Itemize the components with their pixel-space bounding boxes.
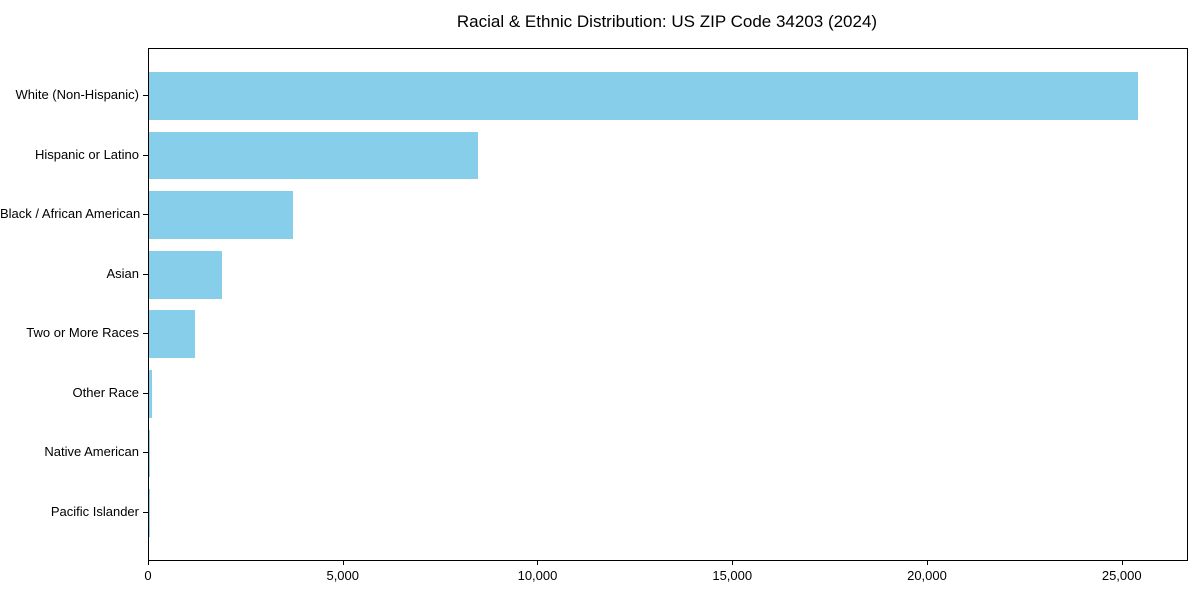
y-axis-tick: [143, 452, 148, 454]
y-axis-label: White (Non-Hispanic): [15, 87, 139, 103]
y-axis-tick: [143, 214, 148, 216]
x-axis-tick-label: 20,000: [907, 568, 947, 583]
y-axis-tick: [143, 95, 148, 97]
x-axis-tick: [342, 560, 344, 565]
y-axis-label: Other Race: [72, 384, 139, 400]
x-axis-tick: [732, 560, 734, 565]
plot-area: [148, 48, 1188, 561]
y-axis-tick: [143, 154, 148, 156]
x-axis-tick-label: 15,000: [712, 568, 753, 583]
x-axis-tick: [148, 560, 149, 565]
y-axis-label: Two or More Races: [26, 325, 139, 341]
y-axis-label: Asian: [106, 265, 139, 281]
x-axis-tick-label: 0: [144, 568, 152, 583]
bar-other-race: [149, 370, 152, 418]
y-axis-tick: [143, 392, 148, 394]
y-axis-tick: [143, 273, 148, 275]
bar-hispanic-or-latino: [149, 131, 479, 180]
bar-white-non-hispanic: [149, 72, 1139, 120]
bar-native-american: [149, 429, 150, 478]
y-axis-tick: [143, 333, 148, 335]
y-axis-label: Hispanic or Latino: [34, 146, 139, 162]
x-axis-tick-label: 5,000: [326, 568, 360, 583]
x-axis-tick-label: 25,000: [1101, 568, 1142, 583]
y-axis-label: Native American: [44, 444, 139, 460]
chart-title: Racial & Ethnic Distribution: US ZIP Cod…: [456, 12, 878, 31]
x-axis-tick-label: 10,000: [517, 568, 558, 583]
y-axis-label: Black / African American: [0, 206, 141, 222]
bar-two-or-more-races: [149, 310, 196, 359]
bar-asian: [149, 250, 223, 299]
x-axis-tick: [537, 560, 539, 565]
x-axis-tick: [926, 560, 928, 565]
x-axis-tick: [1121, 560, 1123, 565]
bar-black-african-american: [149, 191, 293, 239]
y-axis-label: Pacific Islander: [50, 503, 139, 519]
y-axis-tick: [143, 511, 148, 513]
